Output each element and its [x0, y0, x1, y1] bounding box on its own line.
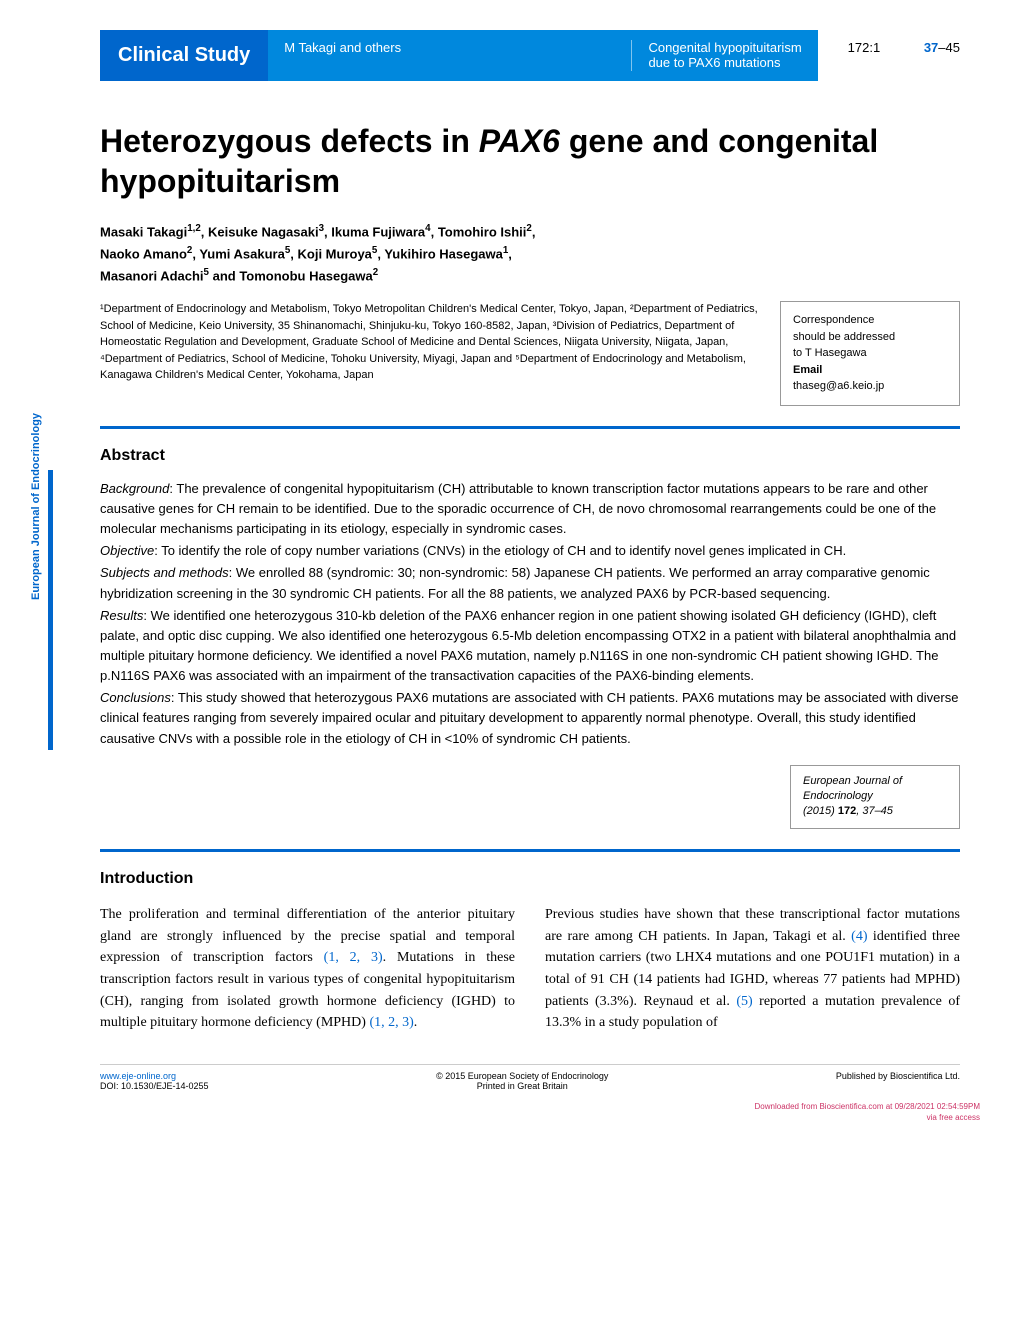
ref-link[interactable]: (1, 2, 3) — [324, 950, 383, 965]
ref-link[interactable]: (5) — [736, 994, 752, 1009]
side-accent-bar — [48, 470, 53, 750]
intro-column-left: The proliferation and terminal different… — [100, 904, 515, 1034]
abstract-body: Background: The prevalence of congenital… — [100, 479, 960, 749]
introduction-heading: Introduction — [100, 870, 960, 888]
volume-issue: 172:1 — [848, 40, 881, 55]
correspondence-box: Correspondence should be addressed to T … — [780, 301, 960, 406]
citation-box: European Journal of Endocrinology (2015)… — [790, 765, 960, 829]
introduction-columns: The proliferation and terminal different… — [100, 904, 960, 1034]
intro-column-right: Previous studies have shown that these t… — [545, 904, 960, 1034]
footer-doi: DOI: 10.1530/EJE-14-0255 — [100, 1081, 209, 1091]
footer-url[interactable]: www.eje-online.org — [100, 1071, 209, 1081]
ref-link[interactable]: (1, 2, 3) — [369, 1015, 413, 1030]
footer-right: Published by Bioscientifica Ltd. — [836, 1071, 960, 1091]
download-note: Downloaded from Bioscientifica.com at 09… — [755, 1102, 980, 1123]
page-footer: www.eje-online.org DOI: 10.1530/EJE-14-0… — [100, 1064, 960, 1091]
divider-rule — [100, 426, 960, 429]
header-bar: Clinical Study M Takagi and others Conge… — [100, 30, 960, 81]
page-range: 37–45 — [924, 40, 960, 55]
header-running: M Takagi and others Congenital hypopitui… — [268, 30, 817, 81]
article-title: Heterozygous defects in PAX6 gene and co… — [100, 121, 960, 201]
journal-side-label: European Journal of Endocrinology — [30, 413, 42, 600]
article-category: Clinical Study — [100, 30, 268, 81]
affiliations-row: ¹Department of Endocrinology and Metabol… — [100, 301, 960, 406]
header-page-info: 172:1 37–45 — [818, 30, 960, 81]
abstract-heading: Abstract — [100, 447, 960, 465]
divider-rule-2 — [100, 849, 960, 852]
footer-center: © 2015 European Society of Endocrinology… — [436, 1071, 608, 1091]
author-list: Masaki Takagi1,2, Keisuke Nagasaki3, Iku… — [100, 221, 960, 287]
ref-link[interactable]: (4) — [851, 929, 867, 944]
affiliations: ¹Department of Endocrinology and Metabol… — [100, 301, 760, 384]
correspondence-email: thaseg@a6.keio.jp — [793, 378, 947, 395]
footer-left: www.eje-online.org DOI: 10.1530/EJE-14-0… — [100, 1071, 209, 1091]
header-running-title: Congenital hypopituitarism due to PAX6 m… — [631, 40, 801, 71]
header-authors-short: M Takagi and others — [284, 40, 401, 71]
